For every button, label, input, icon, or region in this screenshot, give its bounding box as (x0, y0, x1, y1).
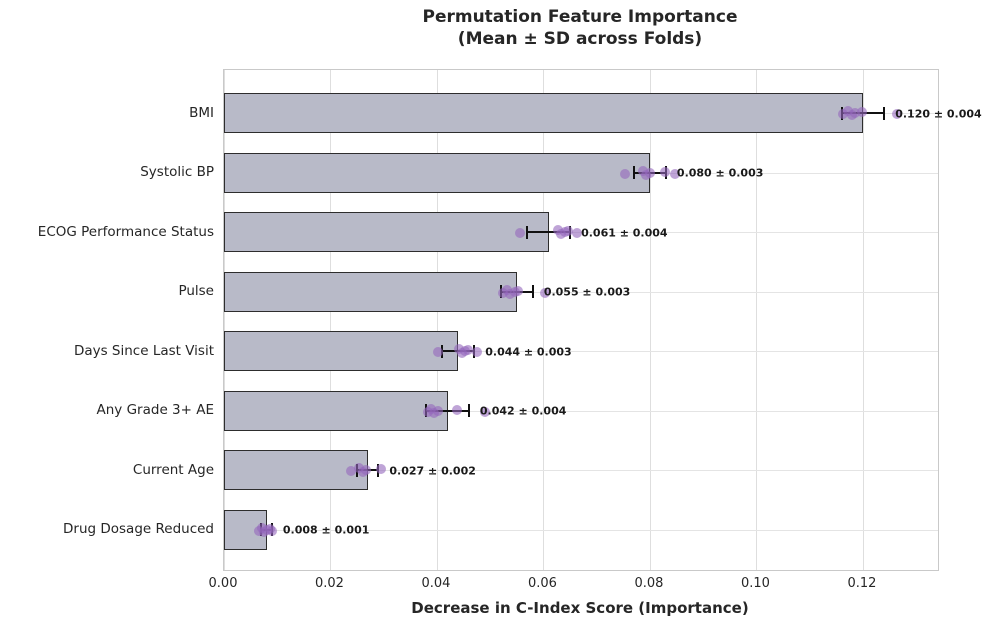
x-axis-label: Decrease in C-Index Score (Importance) (411, 599, 749, 617)
fold-dot (433, 405, 444, 416)
bar (224, 331, 459, 371)
error-bar-cap-right (531, 285, 534, 298)
bar-value-label: 0.042 ± 0.004 (479, 404, 567, 418)
bar-value-label: 0.044 ± 0.003 (485, 345, 572, 358)
gridline-x (330, 70, 332, 570)
bar (224, 390, 448, 431)
fold-dot (856, 107, 867, 117)
error-bar-cap-right (883, 106, 886, 120)
plot-area: 0.120 ± 0.004 0.080 ± 0.003 0.061 ± 0.004 0… (223, 69, 982, 571)
bar-value-label: 0.055 ± 0.003 (543, 285, 631, 299)
x-tick-label: 0.08 (634, 576, 664, 591)
y-tick-label: Days Since Last Visit (73, 342, 214, 359)
error-bar (426, 409, 469, 412)
fold-dot (619, 168, 630, 179)
chart-title-line2: (Mean ± SD across Folds) (457, 29, 703, 49)
fold-dot (361, 465, 372, 475)
y-tick-label: Pulse (178, 283, 214, 299)
error-bar (527, 231, 571, 233)
fold-dot (540, 287, 551, 298)
fold-dot (572, 228, 582, 238)
fold-dot (644, 167, 655, 178)
fold-dot (345, 466, 356, 476)
chart-title: Permutation Feature Importance (Mean ± S… (223, 6, 937, 50)
y-tick-label: ECOG Performance Status (37, 223, 214, 240)
fold-dot (471, 347, 482, 357)
bar-value-label: 0.027 ± 0.002 (389, 464, 476, 477)
bar (224, 450, 368, 490)
error-bar-cap-left (526, 225, 529, 239)
x-tick-label: 0.06 (527, 576, 557, 591)
x-tick-label: 0.00 (208, 576, 238, 591)
y-tick-label: Systolic BP (140, 164, 214, 180)
fold-dot (267, 525, 278, 536)
fold-dot (462, 345, 473, 355)
fold-dot (562, 226, 573, 236)
gridline-x (436, 70, 438, 570)
fold-dot (433, 347, 444, 357)
x-tick-label: 0.02 (315, 576, 344, 591)
bar (224, 152, 650, 193)
bar-value-label: 0.008 ± 0.001 (282, 523, 370, 537)
bar (224, 212, 549, 252)
bar-value-label: 0.080 ± 0.003 (676, 166, 764, 180)
gridline-y (224, 291, 938, 293)
fold-dot (479, 406, 490, 417)
gridline-x (756, 70, 758, 570)
bar (224, 271, 517, 312)
fold-dot (376, 464, 387, 474)
fold-dot (451, 404, 462, 415)
gridline-y (224, 410, 938, 412)
bar-value-label: 0.061 ± 0.004 (581, 226, 668, 239)
fold-dot (669, 168, 680, 179)
error-bar-cap-left (632, 166, 635, 179)
gridline-x (862, 70, 864, 570)
y-tick-label: Drug Dosage Reduced (63, 521, 214, 537)
gridline-x (543, 70, 545, 570)
fold-dot (513, 285, 524, 296)
y-tick-label: Any Grade 3+ AE (96, 402, 214, 418)
y-tick-label: Current Age (132, 461, 214, 478)
x-tick-label: 0.12 (847, 576, 877, 591)
gridline-y (224, 529, 938, 531)
fold-dot (515, 228, 526, 238)
fold-dot (659, 166, 670, 177)
gridline-x (224, 70, 225, 570)
x-tick-label: 0.04 (421, 576, 451, 591)
x-tick-label: 0.10 (740, 576, 770, 591)
error-bar-cap-right (467, 404, 470, 417)
fold-dot (892, 109, 902, 119)
gridline-y (224, 470, 938, 471)
fold-dot (850, 108, 861, 118)
y-tick-label: BMI (189, 104, 214, 121)
bar (224, 93, 863, 133)
chart-title-line1: Permutation Feature Importance (422, 7, 738, 27)
gridline-y (224, 351, 938, 352)
gridline-x (649, 70, 651, 570)
bar-value-label: 0.120 ± 0.004 (895, 107, 982, 120)
